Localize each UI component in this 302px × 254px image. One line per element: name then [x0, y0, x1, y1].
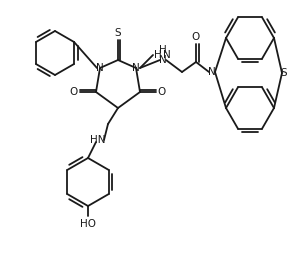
Text: O: O — [70, 87, 78, 97]
Text: N: N — [208, 67, 216, 77]
Text: N: N — [132, 63, 140, 73]
Text: O: O — [158, 87, 166, 97]
Text: S: S — [115, 28, 121, 38]
Text: N: N — [159, 55, 167, 65]
Text: N: N — [96, 63, 104, 73]
Text: S: S — [281, 68, 287, 78]
Text: HN: HN — [90, 135, 106, 145]
Text: O: O — [192, 32, 200, 42]
Text: HO: HO — [80, 219, 96, 229]
Text: N: N — [163, 50, 171, 60]
Text: H: H — [159, 45, 167, 55]
Text: H: H — [154, 50, 162, 60]
